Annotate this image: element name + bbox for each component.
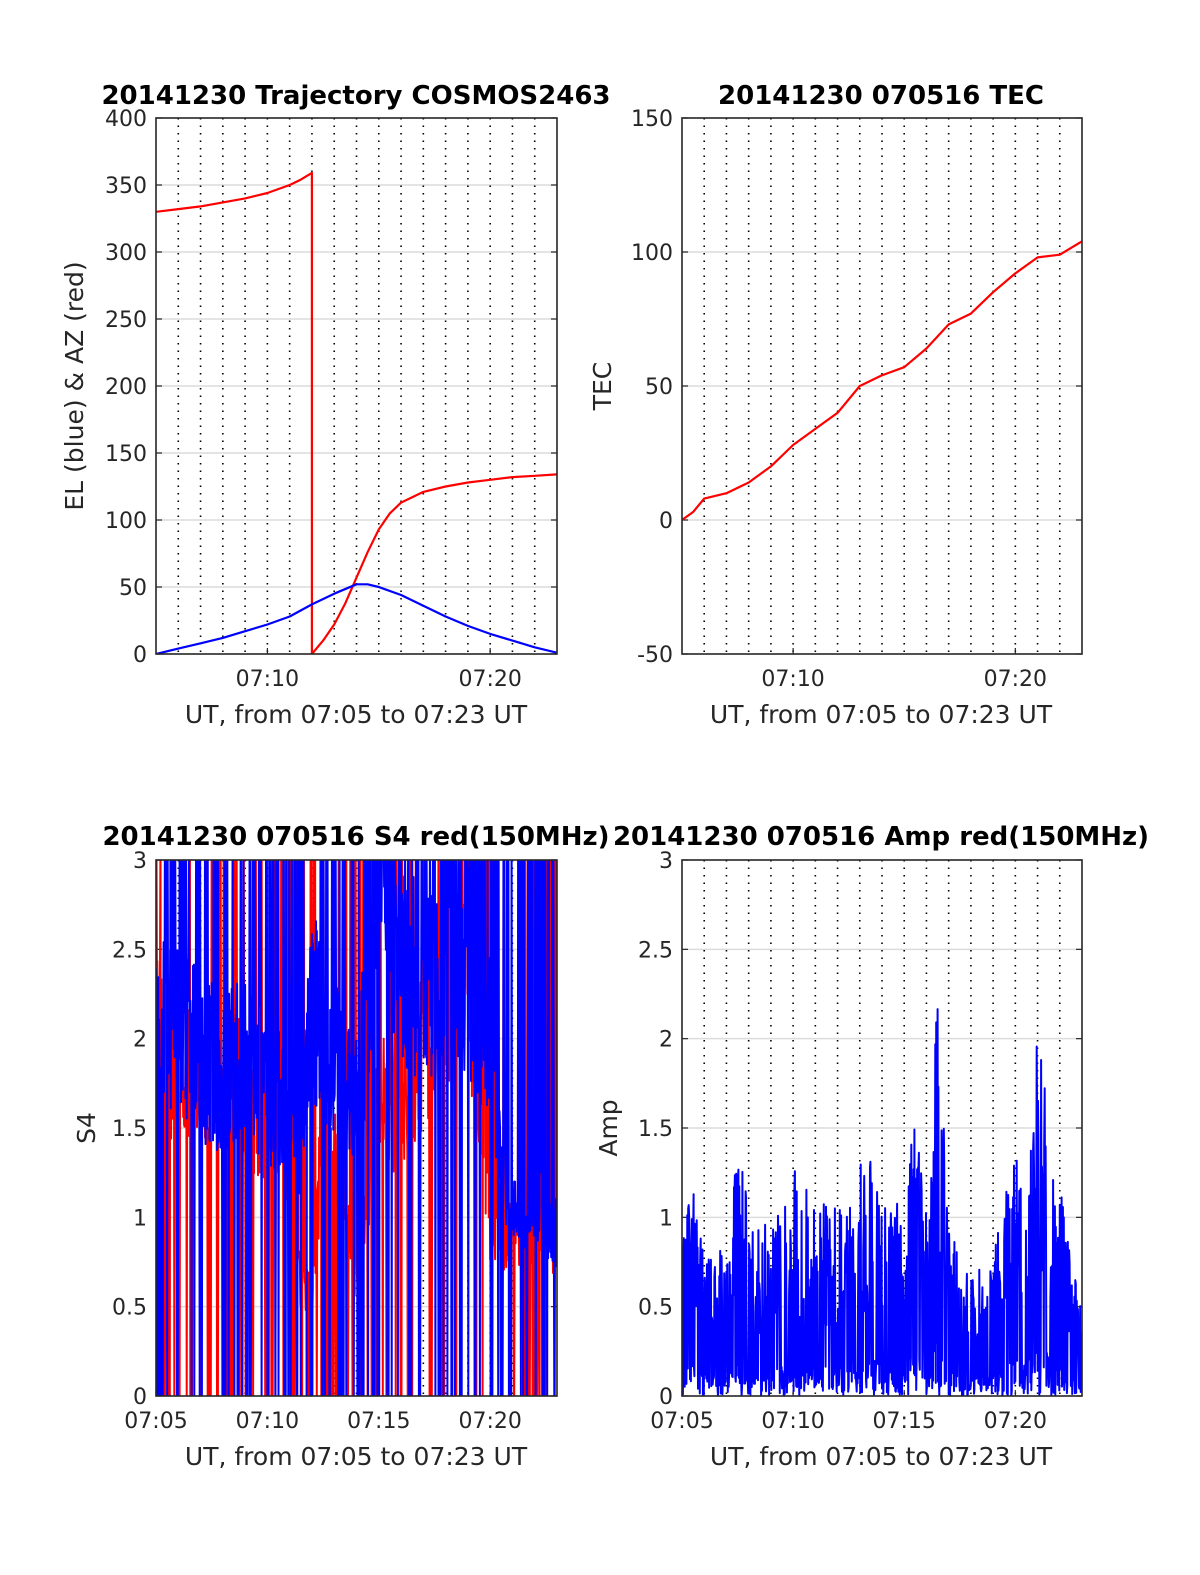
tec-chart-title: 20141230 070516 TEC — [718, 81, 1044, 111]
s4-chart-title: 20141230 070516 S4 red(150MHz) — [102, 822, 609, 852]
trajectory-x-tick-label: 07:10 — [236, 667, 299, 692]
trajectory-y-tick-label: 200 — [105, 375, 147, 400]
s4-x-tick-label: 07:10 — [236, 1409, 299, 1434]
s4-y-tick-label: 2 — [133, 1028, 147, 1053]
amp-x-axis-label: UT, from 07:05 to 07:23 UT — [710, 1442, 1053, 1471]
tec-x-tick-label: 07:20 — [984, 667, 1047, 692]
panel-amp: 20141230 070516 Amp red(150MHz) UT, from… — [594, 822, 1149, 1471]
tec-series-line-0 — [682, 240, 1082, 521]
tec-axes-box — [681, 117, 1083, 655]
tec-plot-area: -50 0 50 100 150 07:10 07:20 — [631, 107, 1083, 692]
tec-x-axis-label: UT, from 07:05 to 07:23 UT — [710, 700, 1053, 729]
s4-axes-box — [155, 859, 558, 1397]
amp-y-tick-label: 0.5 — [638, 1296, 673, 1321]
trajectory-plot-area: 0 50 100 150 200 250 300 350 400 07:10 07:20 — [105, 107, 558, 692]
amp-y-tick-label: 3 — [659, 849, 673, 874]
amp-y-axis-label: Amp — [594, 1099, 623, 1156]
trajectory-x-tick-label: 07:20 — [458, 667, 521, 692]
tec-y-tick-label: 0 — [659, 509, 673, 534]
s4-y-tick-label: 0.5 — [112, 1296, 147, 1321]
trajectory-axes-box — [155, 117, 558, 655]
amp-x-tick-label: 07:15 — [873, 1409, 936, 1434]
amp-y-tick-label: 1.5 — [638, 1117, 673, 1142]
trajectory-series-line-0 — [156, 171, 557, 654]
amp-y-tick-label: 1 — [659, 1206, 673, 1231]
s4-plot-area: 0 0.5 1 1.5 2 2.5 3 07:05 07:10 07:15 07:20 — [112, 849, 558, 1434]
trajectory-y-tick-label: 0 — [133, 643, 147, 668]
trajectory-y-tick-label: 400 — [105, 107, 147, 132]
amp-y-tick-label: 2 — [659, 1028, 673, 1053]
panel-s4: 20141230 070516 S4 red(150MHz) UT, from … — [72, 822, 610, 1471]
amp-x-tick-label: 07:05 — [650, 1409, 713, 1434]
trajectory-x-axis-label: UT, from 07:05 to 07:23 UT — [185, 700, 528, 729]
amp-series-line-0 — [682, 1008, 1082, 1396]
amp-y-tick-label: 2.5 — [638, 938, 673, 963]
s4-y-tick-label: 1 — [133, 1206, 147, 1231]
s4-y-tick-label: 0 — [133, 1385, 147, 1410]
amp-x-tick-label: 07:20 — [984, 1409, 1047, 1434]
amp-x-tick-label: 07:10 — [761, 1409, 824, 1434]
s4-x-axis-label: UT, from 07:05 to 07:23 UT — [185, 1442, 528, 1471]
trajectory-y-tick-label: 100 — [105, 509, 147, 534]
tec-y-tick-label: -50 — [637, 643, 673, 668]
s4-y-tick-label: 3 — [133, 849, 147, 874]
tec-x-tick-label: 07:10 — [761, 667, 824, 692]
trajectory-y-tick-label: 150 — [105, 442, 147, 467]
trajectory-series-line-1 — [156, 583, 557, 654]
tec-y-tick-label: 100 — [631, 241, 673, 266]
trajectory-y-tick-label: 250 — [105, 308, 147, 333]
tec-y-tick-label: 50 — [645, 375, 673, 400]
tec-y-tick-label: 150 — [631, 107, 673, 132]
panel-tec: 20141230 070516 TEC UT, from 07:05 to 07… — [588, 81, 1083, 729]
trajectory-y-tick-label: 350 — [105, 174, 147, 199]
amp-chart-title: 20141230 070516 Amp red(150MHz) — [613, 822, 1149, 852]
s4-y-axis-label: S4 — [72, 1112, 101, 1144]
s4-x-tick-label: 07:05 — [124, 1409, 187, 1434]
trajectory-chart-title: 20141230 Trajectory COSMOS2463 — [101, 81, 610, 111]
trajectory-y-tick-label: 50 — [119, 576, 147, 601]
s4-y-tick-label: 1.5 — [112, 1117, 147, 1142]
s4-y-tick-label: 2.5 — [112, 938, 147, 963]
s4-x-tick-label: 07:15 — [347, 1409, 410, 1434]
tec-y-axis-label: TEC — [588, 362, 617, 412]
s4-series-line-1 — [156, 860, 557, 1396]
trajectory-y-axis-label: EL (blue) & AZ (red) — [60, 261, 89, 510]
s4-x-tick-label: 07:20 — [458, 1409, 521, 1434]
amp-axes-box — [681, 859, 1083, 1397]
amp-plot-area: 0 0.5 1 1.5 2 2.5 3 07:05 07:10 07:15 07:20 — [638, 849, 1083, 1434]
amp-y-tick-label: 0 — [659, 1385, 673, 1410]
panel-trajectory: 20141230 Trajectory COSMOS2463 UT, from … — [60, 81, 611, 729]
trajectory-y-tick-label: 300 — [105, 241, 147, 266]
